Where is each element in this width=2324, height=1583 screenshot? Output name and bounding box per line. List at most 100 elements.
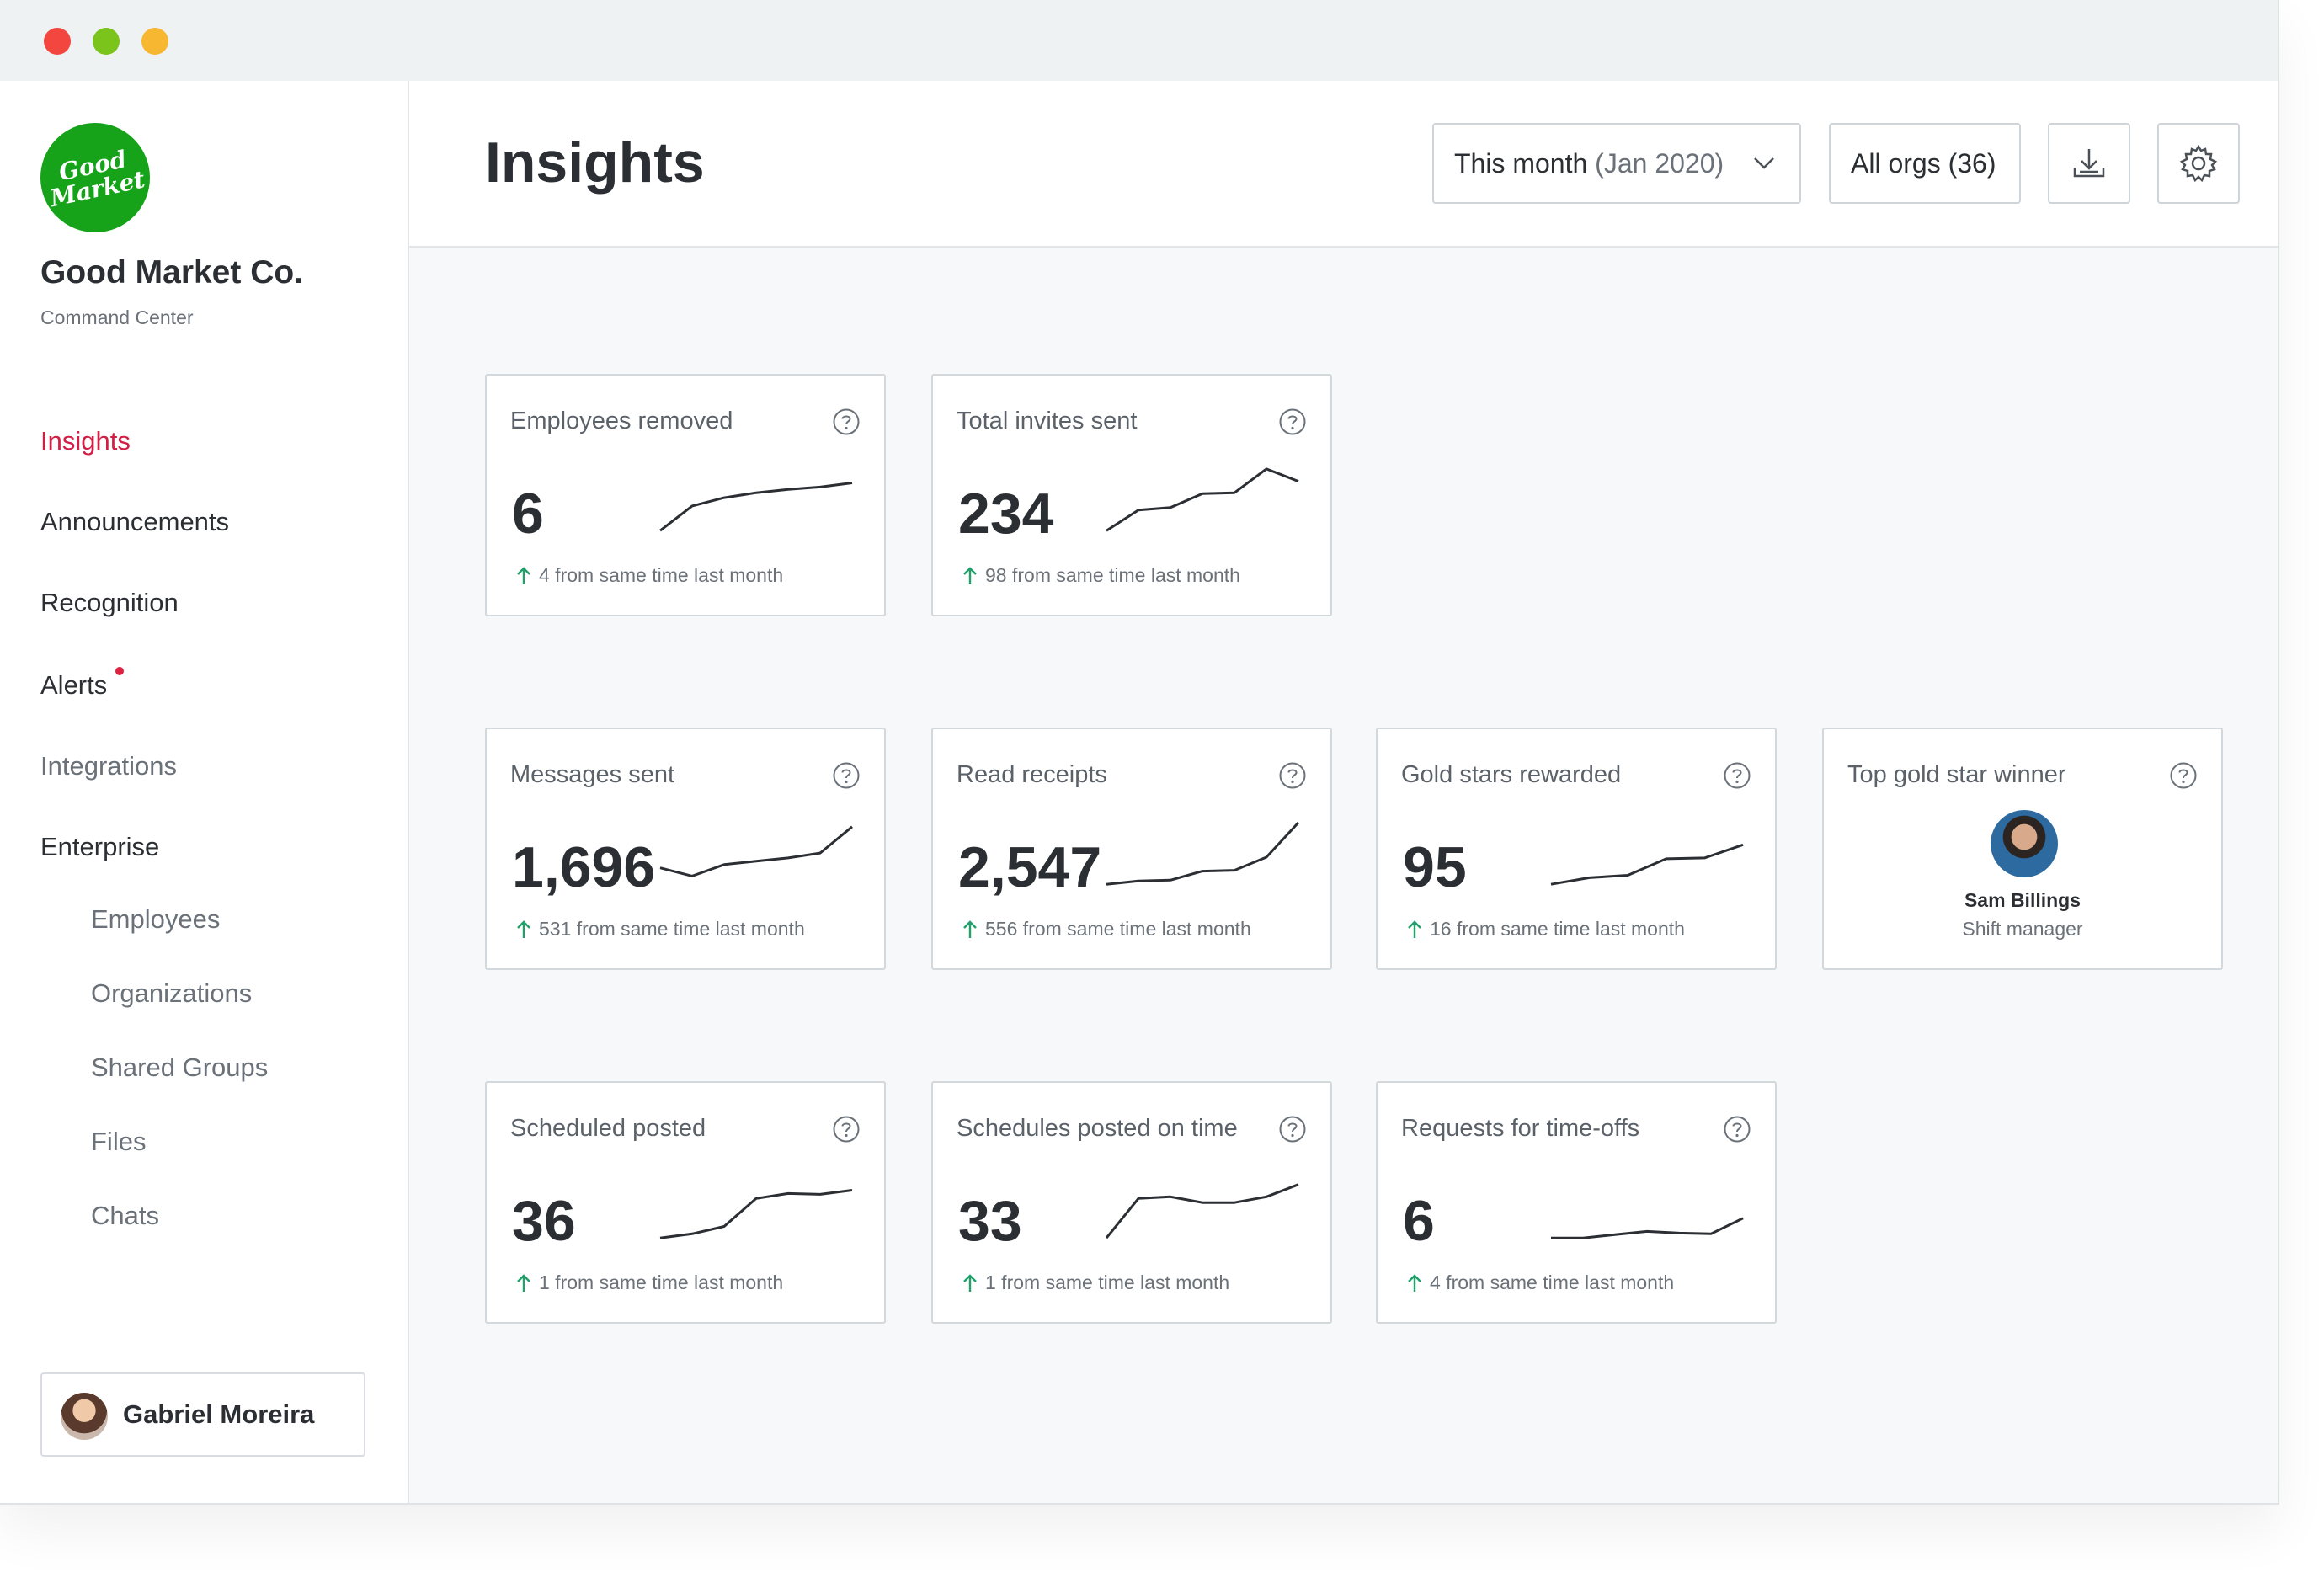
help-circle-icon[interactable] xyxy=(2169,761,2198,790)
download-button[interactable] xyxy=(2048,123,2130,204)
arrow-up-icon xyxy=(963,566,977,584)
card-title: Scheduled posted xyxy=(510,1115,706,1142)
card-delta-text: 1 from same time last month xyxy=(985,1271,1230,1293)
sparkline-line xyxy=(659,1189,853,1239)
sidebar-item-insights[interactable]: Insights xyxy=(40,426,131,456)
insights-grid: Employees removed 6 4 from same time last … xyxy=(409,248,2278,1503)
sidebar-item-organizations[interactable]: Organizations xyxy=(91,978,253,1008)
avatar xyxy=(1991,810,2058,877)
card-title: Employees removed xyxy=(510,408,733,434)
sparkline-chart xyxy=(1106,467,1299,532)
sparkline-chart xyxy=(659,482,853,532)
maximize-window-button[interactable] xyxy=(141,28,168,55)
card-value: 234 xyxy=(958,482,1054,546)
arrow-up-icon xyxy=(963,919,977,938)
card-gold-stars-rewarded: Gold stars rewarded 95 16 from same time l… xyxy=(1376,728,1777,970)
card-read-receipts: Read receipts 2,547 556 from same time las… xyxy=(931,728,1332,970)
card-delta-text: 4 from same time last month xyxy=(539,564,784,586)
sidebar-item-chats[interactable]: Chats xyxy=(91,1201,159,1230)
help-circle-icon[interactable] xyxy=(1278,761,1307,790)
card-title: Messages sent xyxy=(510,761,675,788)
help-circle-icon[interactable] xyxy=(1723,1115,1751,1143)
card-title: Total invites sent xyxy=(957,408,1138,434)
card-delta-text: 556 from same time last month xyxy=(985,918,1251,940)
date-filter-label: This month xyxy=(1454,147,1588,179)
sparkline-line xyxy=(1550,843,1744,886)
arrow-up-icon xyxy=(517,919,530,938)
sidebar-item-announcements[interactable]: Announcements xyxy=(40,507,230,536)
sparkline-chart xyxy=(1550,843,1744,886)
avatar xyxy=(61,1393,108,1440)
card-value: 33 xyxy=(958,1189,1022,1253)
card-title: Schedules posted on time xyxy=(957,1115,1238,1142)
help-circle-icon[interactable] xyxy=(1278,1115,1307,1143)
company-name: Good Market Co. xyxy=(40,254,304,290)
company-logo: Good Market xyxy=(29,112,161,243)
arrow-up-icon xyxy=(517,1273,530,1292)
card-value: 6 xyxy=(1403,1189,1435,1253)
sidebar-item-alerts[interactable]: Alerts xyxy=(40,670,108,700)
download-icon xyxy=(2073,149,2105,178)
window-titlebar xyxy=(0,0,2278,81)
sidebar-item-shared-groups[interactable]: Shared Groups xyxy=(91,1053,269,1082)
card-employees-removed: Employees removed 6 4 from same time last … xyxy=(485,374,886,616)
minimize-window-button[interactable] xyxy=(93,28,120,55)
card-delta: 1 from same time last month xyxy=(962,1271,1229,1294)
help-circle-icon[interactable] xyxy=(832,761,861,790)
company-subtitle: Command Center xyxy=(40,306,194,328)
winner-name: Sam Billings xyxy=(1964,889,2081,911)
card-delta: 556 from same time last month xyxy=(962,918,1251,941)
user-name: Gabriel Moreira xyxy=(123,1399,315,1429)
sparkline-chart xyxy=(1106,821,1300,886)
alerts-notification-dot xyxy=(115,667,124,675)
card-value: 95 xyxy=(1403,835,1467,899)
sparkline-line xyxy=(659,825,853,877)
card-value: 1,696 xyxy=(512,835,656,899)
sidebar-item-integrations[interactable]: Integrations xyxy=(40,751,177,781)
card-delta: 4 from same time last month xyxy=(515,564,783,587)
sidebar-item-files[interactable]: Files xyxy=(91,1127,147,1156)
sparkline-chart xyxy=(659,1189,853,1239)
settings-button[interactable] xyxy=(2157,123,2240,204)
sparkline-line xyxy=(659,482,853,532)
card-delta-text: 1 from same time last month xyxy=(539,1271,784,1293)
card-delta-text: 4 from same time last month xyxy=(1430,1271,1675,1293)
user-menu-button[interactable]: Gabriel Moreira xyxy=(40,1372,365,1457)
sparkline-line xyxy=(1551,1217,1744,1239)
card-messages-sent: Messages sent 1,696 531 from same time las… xyxy=(485,728,886,970)
arrow-up-icon xyxy=(1408,919,1421,938)
help-circle-icon[interactable] xyxy=(1723,761,1751,790)
help-circle-icon[interactable] xyxy=(832,1115,861,1143)
sidebar-item-enterprise[interactable]: Enterprise xyxy=(40,832,160,861)
winner-role: Shift manager xyxy=(1962,918,2083,940)
card-top-gold-star-winner: Top gold star winner Sam Billings Shift ma… xyxy=(1822,728,2223,970)
card-delta: 1 from same time last month xyxy=(515,1271,783,1294)
card-delta: 531 from same time last month xyxy=(515,918,805,941)
card-value: 6 xyxy=(512,482,544,546)
sidebar-item-employees[interactable]: Employees xyxy=(91,904,221,934)
card-delta-text: 98 from same time last month xyxy=(985,564,1240,586)
sparkline-line xyxy=(1105,1183,1299,1239)
sparkline-chart xyxy=(659,825,853,877)
card-value: 2,547 xyxy=(958,835,1102,899)
sparkline-line xyxy=(1106,467,1299,532)
page-title: Insights xyxy=(485,131,705,195)
sidebar-item-recognition[interactable]: Recognition xyxy=(40,588,179,617)
card-delta: 16 from same time last month xyxy=(1406,918,1685,941)
org-filter-label: All orgs (36) xyxy=(1851,147,1996,179)
sparkline-chart xyxy=(1551,1217,1744,1239)
date-filter-detail: (Jan 2020) xyxy=(1595,147,1724,179)
arrow-up-icon xyxy=(1408,1273,1421,1292)
card-schedules-posted-on-time: Schedules posted on time 33 1 from same ti… xyxy=(931,1081,1332,1324)
org-filter-button[interactable]: All orgs (36) xyxy=(1829,123,2021,204)
sparkline-chart xyxy=(1105,1183,1299,1239)
date-filter-dropdown[interactable]: This month (Jan 2020) xyxy=(1432,123,1801,204)
close-window-button[interactable] xyxy=(44,28,71,55)
card-scheduled-posted: Scheduled posted 36 1 from same time last … xyxy=(485,1081,886,1324)
arrow-up-icon xyxy=(517,566,530,584)
help-circle-icon[interactable] xyxy=(832,408,861,436)
card-delta: 98 from same time last month xyxy=(962,564,1240,587)
help-circle-icon[interactable] xyxy=(1278,408,1307,436)
card-title: Top gold star winner xyxy=(1847,761,2066,788)
page-header: Insights This month (Jan 2020) All orgs … xyxy=(409,81,2278,248)
